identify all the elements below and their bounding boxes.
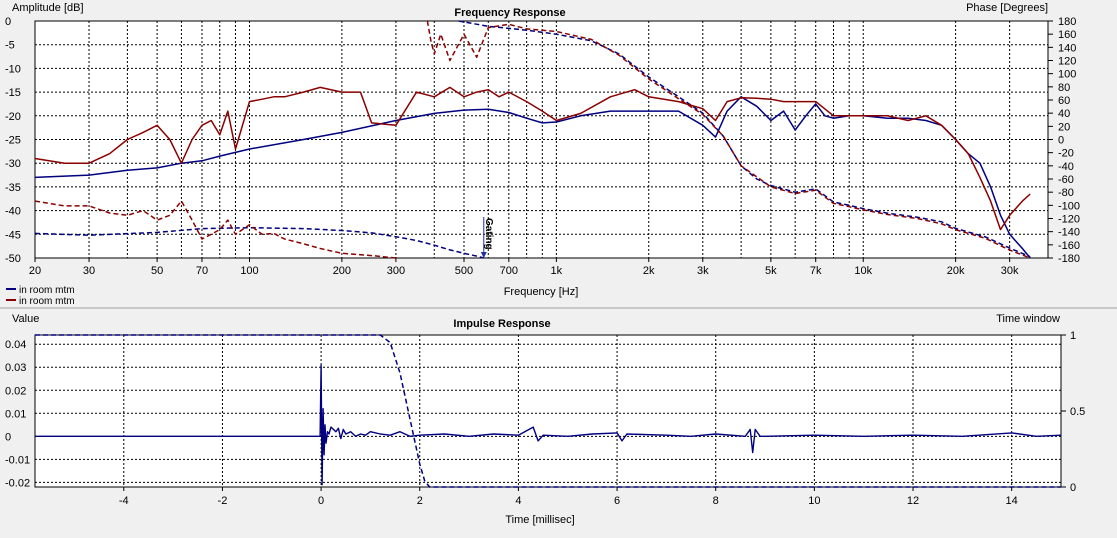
impulse-x-tick-label: -4 — [119, 495, 129, 507]
freq-x-tick-label: 30 — [83, 265, 95, 277]
gating-marker[interactable]: Gating — [480, 217, 494, 258]
freq-series-amplitude-3 — [34, 226, 484, 259]
impulse-y-axis-label: Value — [12, 313, 39, 325]
impulse-x-tick-label: 6 — [614, 495, 620, 507]
impulse-response-chart: -4 -2 0 2 4 6 8 10 12 140.040.030.020.010-0.01-0.… — [5, 313, 1085, 526]
freq-y2-tick-label: 80 — [1058, 82, 1070, 94]
freq-y-tick-label: 0 — [5, 16, 11, 28]
impulse-y2-tick-label: 1 — [1070, 330, 1076, 342]
freq-y2-tick-label: -140 — [1058, 227, 1080, 239]
impulse-x-tick-label: 4 — [515, 495, 521, 507]
freq-x-tick-label: 10k — [854, 265, 872, 277]
freq-series-amplitude-6 — [34, 200, 396, 259]
freq-x-tick-label: 50 — [151, 265, 163, 277]
impulse-gridlines — [35, 335, 1061, 487]
freq-legend: in room mtm in room mtm — [6, 285, 75, 307]
impulse-y-tick-label: 0.03 — [5, 362, 26, 374]
freq-y2-tick-label: 100 — [1058, 69, 1076, 81]
freq-y2-tick-label: -20 — [1058, 148, 1074, 160]
impulse-x-tick-label: 14 — [1006, 495, 1018, 507]
freq-chart-title: Frequency Response — [454, 7, 565, 19]
freq-y2-tick-label: -60 — [1058, 174, 1074, 186]
freq-series-amplitude-4 — [34, 86, 1031, 231]
freq-y-tick-label: -40 — [5, 206, 21, 218]
impulse-y-tick-label: 0.04 — [5, 339, 26, 351]
freq-y2-tick-label: 160 — [1058, 29, 1076, 41]
freq-x-tick-label: 30k — [1001, 265, 1019, 277]
freq-x-axis-label: Frequency [Hz] — [504, 286, 579, 298]
impulse-x-axis-label: Time [millisec] — [505, 514, 574, 526]
freq-y-axis-label: Amplitude [dB] — [12, 2, 84, 14]
freq-x-tick-label: 700 — [500, 265, 518, 277]
freq-y2-tick-label: 0 — [1058, 135, 1064, 147]
impulse-y2-tick-label: 0 — [1070, 482, 1076, 494]
freq-y-tick-label: -50 — [5, 253, 21, 265]
impulse-x-tick-label: 2 — [417, 495, 423, 507]
freq-y-tick-label: -20 — [5, 111, 21, 123]
freq-y2-tick-label: 140 — [1058, 42, 1076, 54]
impulse-x-tick-label: 10 — [808, 495, 820, 507]
impulse-y-tick-label: 0 — [5, 431, 11, 443]
freq-y2-tick-label: -100 — [1058, 200, 1080, 212]
freq-x-tick-label: 1k — [551, 265, 563, 277]
freq-y2-tick-label: -40 — [1058, 161, 1074, 173]
freq-series-phase-5 — [426, 20, 1031, 259]
impulse-x-tick-label: -2 — [218, 495, 228, 507]
freq-y2-tick-label: 40 — [1058, 108, 1070, 120]
impulse-y-tick-label: 0.02 — [5, 385, 26, 397]
impulse-tick-labels: -4 -2 0 2 4 6 8 10 12 140.040.030.020.010-0.01-0.… — [5, 330, 1085, 507]
freq-y-tick-label: -10 — [5, 63, 21, 75]
impulse-y-tick-label: -0.02 — [5, 477, 30, 489]
freq-x-tick-label: 7k — [810, 265, 822, 277]
freq-y2-tick-label: -180 — [1058, 253, 1080, 265]
impulse-x-tick-label: 8 — [713, 495, 719, 507]
freq-y2-axis-label: Phase [Degrees] — [966, 2, 1048, 14]
freq-y-tick-label: -25 — [5, 135, 21, 147]
freq-x-tick-label: 300 — [387, 265, 405, 277]
legend-label-2: in room mtm — [19, 296, 75, 307]
freq-series-phase-2 — [458, 20, 1031, 258]
freq-x-tick-label: 2k — [643, 265, 655, 277]
freq-x-tick-label: 200 — [333, 265, 351, 277]
legend-label-1: in room mtm — [19, 285, 75, 296]
freq-y2-tick-label: -160 — [1058, 240, 1080, 252]
gating-marker-arrow — [480, 252, 487, 258]
freq-y2-tick-label: -120 — [1058, 214, 1080, 226]
freq-y2-tick-label: 120 — [1058, 56, 1076, 68]
freq-x-tick-label: 3k — [697, 265, 709, 277]
freq-series-group — [34, 20, 1031, 259]
impulse-y2-tick-label: 0.5 — [1070, 406, 1085, 418]
freq-y-tick-label: -5 — [5, 40, 15, 52]
freq-y-tick-label: -30 — [5, 158, 21, 170]
impulse-x-tick-label: 0 — [318, 495, 324, 507]
impulse-y-tick-label: -0.01 — [5, 454, 30, 466]
freq-y-tick-label: -35 — [5, 182, 21, 194]
freq-gridlines — [34, 20, 1049, 259]
freq-y2-tick-label: 20 — [1058, 121, 1070, 133]
gating-marker-label: Gating — [483, 218, 494, 250]
impulse-x-tick-label: 12 — [907, 495, 919, 507]
impulse-plot-area — [34, 334, 1062, 488]
impulse-series-1 — [35, 364, 1062, 486]
freq-y2-tick-label: 180 — [1058, 16, 1076, 28]
impulse-chart-title: Impulse Response — [453, 318, 550, 330]
freq-y2-tick-label: -80 — [1058, 187, 1074, 199]
freq-x-tick-label: 5k — [765, 265, 777, 277]
freq-y-tick-label: -45 — [5, 229, 21, 241]
impulse-y2-axis-label: Time window — [996, 313, 1060, 325]
freq-x-tick-label: 500 — [455, 265, 473, 277]
impulse-series-group — [35, 334, 1062, 488]
freq-x-tick-label: 70 — [196, 265, 208, 277]
impulse-series-2 — [35, 334, 1061, 488]
freq-x-tick-label: 20 — [29, 265, 41, 277]
freq-x-tick-label: 20k — [947, 265, 965, 277]
freq-x-tick-label: 100 — [240, 265, 258, 277]
impulse-y-tick-label: 0.01 — [5, 408, 26, 420]
freq-y2-tick-label: 60 — [1058, 95, 1070, 107]
freq-y-tick-label: -15 — [5, 87, 21, 99]
